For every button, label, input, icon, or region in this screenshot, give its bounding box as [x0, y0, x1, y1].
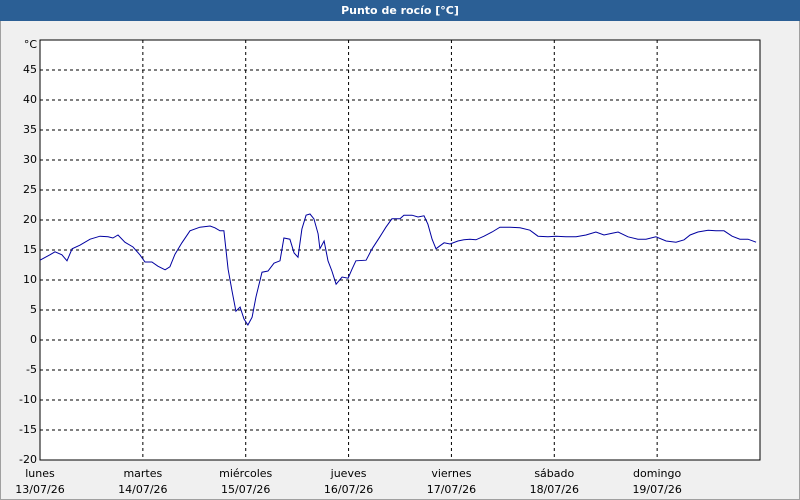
y-tick-label: 0 [30, 333, 37, 346]
x-tick-label: lunes [25, 467, 55, 480]
x-tick-date: 16/07/26 [324, 483, 373, 496]
x-tick-label: jueves [330, 467, 367, 480]
y-tick-label: 5 [30, 303, 37, 316]
title-bar [0, 0, 800, 21]
y-tick-label: 45 [23, 63, 37, 76]
x-tick-date: 19/07/26 [632, 483, 681, 496]
data-line [39, 213, 757, 326]
y-tick-label: -10 [19, 393, 37, 406]
y-tick-label: 15 [23, 243, 37, 256]
y-tick-label: -15 [19, 423, 37, 436]
y-tick-label: 40 [23, 93, 37, 106]
x-tick-label: domingo [633, 467, 681, 480]
y-tick-label: -20 [19, 453, 37, 466]
x-tick-label: miércoles [219, 467, 272, 480]
chart-title: Punto de rocío [°C] [341, 4, 459, 17]
y-tick-label: 30 [23, 153, 37, 166]
y-tick-label: 25 [23, 183, 37, 196]
x-tick-label: martes [123, 467, 162, 480]
y-tick-label: 10 [23, 273, 37, 286]
x-tick-label: viernes [431, 467, 471, 480]
y-tick-label: 35 [23, 123, 37, 136]
x-tick-date: 15/07/26 [221, 483, 270, 496]
x-tick-date: 17/07/26 [427, 483, 476, 496]
x-tick-date: 18/07/26 [530, 483, 579, 496]
y-tick-label: 20 [23, 213, 37, 226]
y-tick-label: -5 [26, 363, 37, 376]
x-tick-date: 14/07/26 [118, 483, 167, 496]
y-unit: °C [24, 38, 38, 51]
x-tick-date: 13/07/26 [15, 483, 64, 496]
x-tick-label: sábado [534, 467, 574, 480]
